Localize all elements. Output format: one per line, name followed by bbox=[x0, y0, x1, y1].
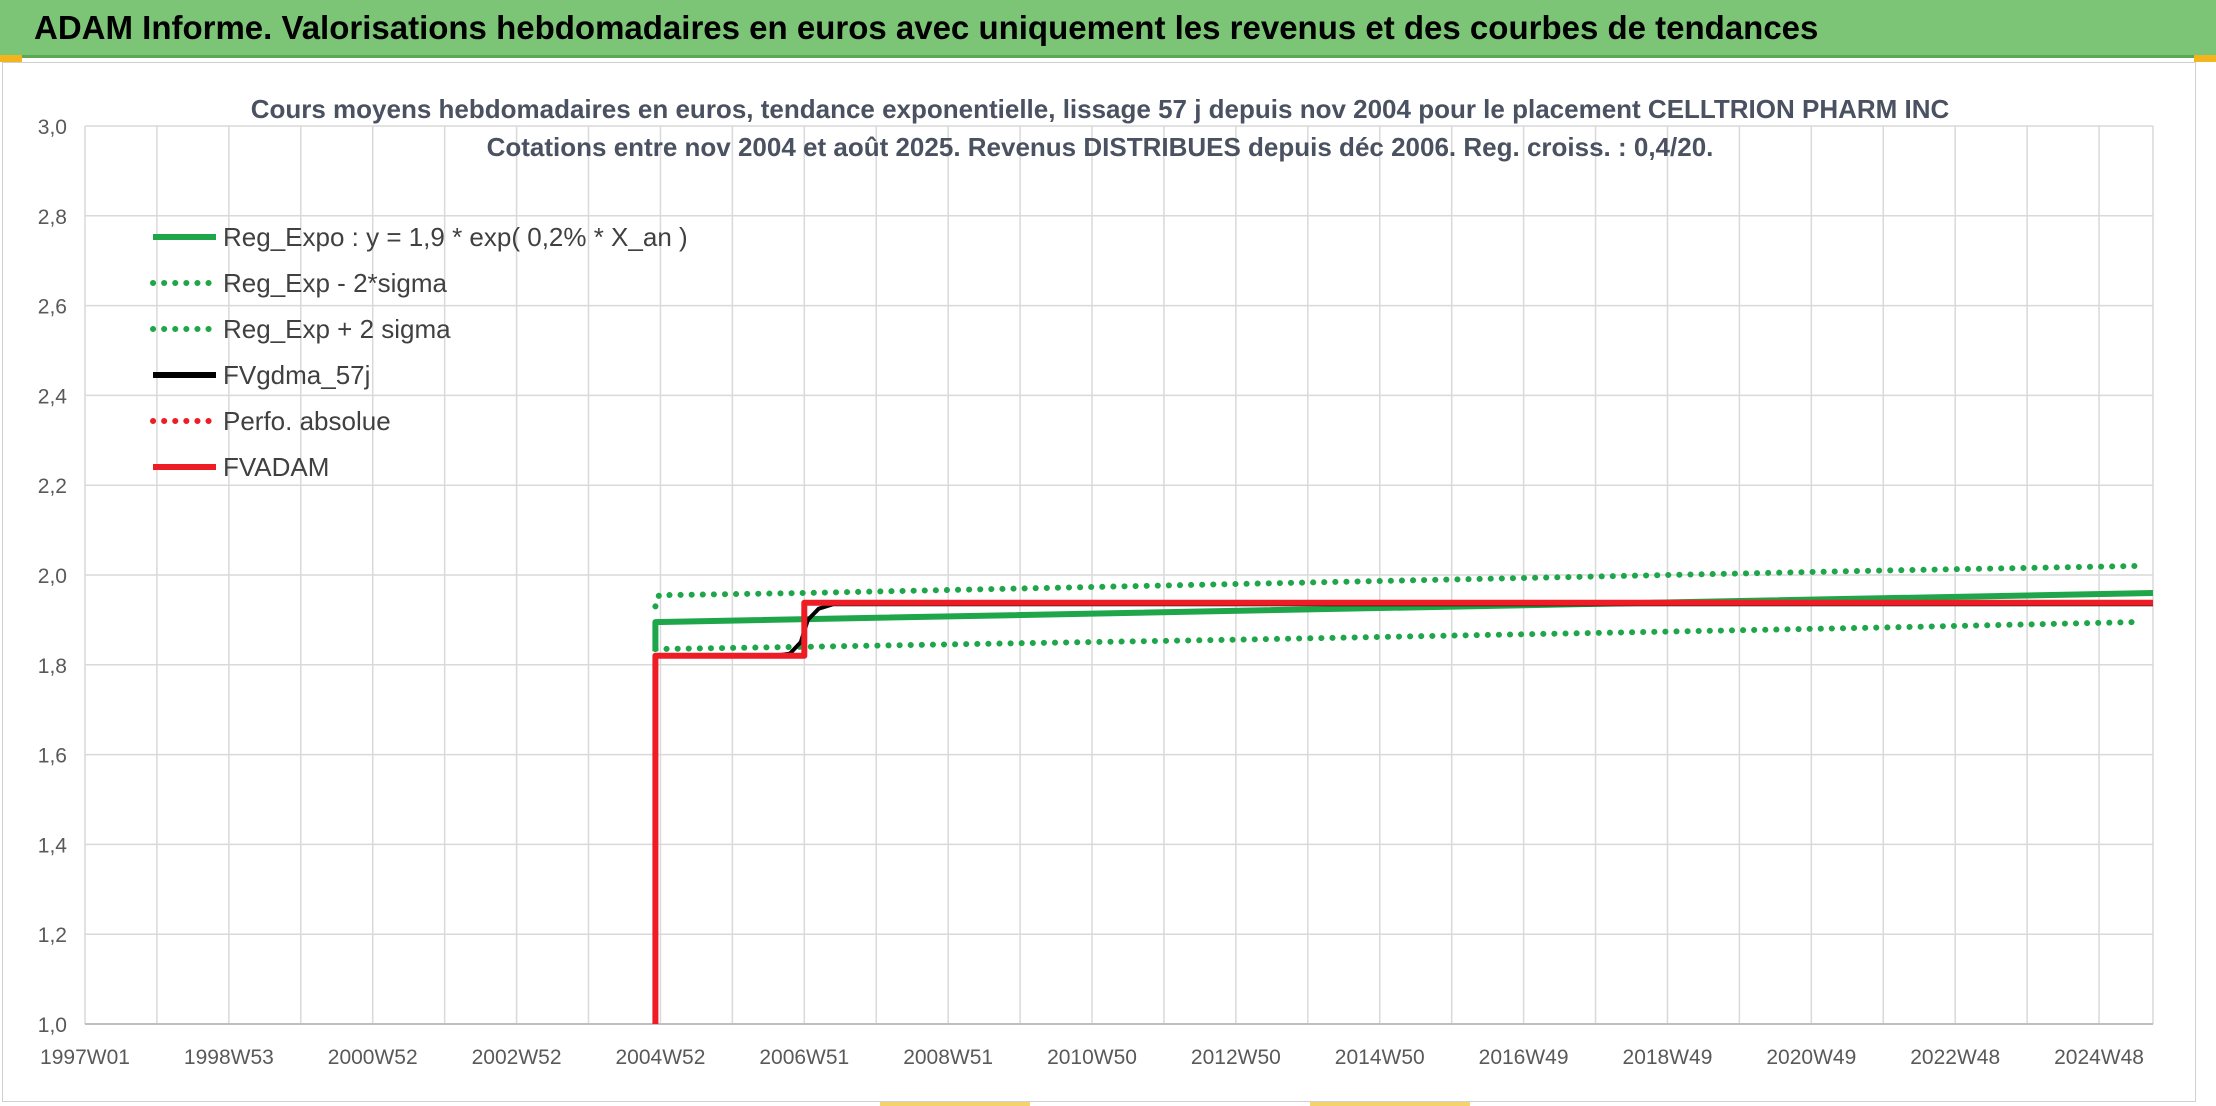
x-tick-label: 2014W50 bbox=[1335, 1046, 1425, 1069]
y-tick-label: 3,0 bbox=[38, 116, 67, 139]
x-tick-label: 2000W52 bbox=[328, 1046, 418, 1069]
chart-svg: 1,0 1,2 1,4 1,6 1,8 2,0 2,2 2,4 2,6 2,8 3,0 1997W01… bbox=[38, 94, 2154, 1069]
x-tick-label: 2020W49 bbox=[1766, 1046, 1856, 1069]
legend-label: FVgdma_57j bbox=[223, 360, 370, 390]
legend-label: FVADAM bbox=[223, 452, 329, 482]
left-corner-accent bbox=[0, 55, 22, 62]
legend-label: Perfo. absolue bbox=[223, 406, 391, 436]
x-tick-label: 2006W51 bbox=[759, 1046, 849, 1069]
chart-title-line2: Cotations entre nov 2004 et août 2025. R… bbox=[487, 132, 1714, 162]
y-tick-label: 2,0 bbox=[38, 565, 67, 588]
y-tick-label: 2,2 bbox=[38, 475, 67, 498]
x-tick-label: 2012W50 bbox=[1191, 1046, 1281, 1069]
report-banner: ADAM Informe. Valorisations hebdomadaire… bbox=[0, 0, 2216, 58]
report-title: ADAM Informe. Valorisations hebdomadaire… bbox=[34, 9, 1819, 46]
series-line-3 bbox=[652, 563, 2138, 610]
series-layer bbox=[652, 563, 2154, 1024]
x-tick-label: 2004W52 bbox=[615, 1046, 705, 1069]
x-tick-label: 2002W52 bbox=[472, 1046, 562, 1069]
y-tick-label: 1,2 bbox=[38, 924, 67, 947]
chart-area: 1,0 1,2 1,4 1,6 1,8 2,0 2,2 2,4 2,6 2,8 3,0 1997W01… bbox=[2, 62, 2196, 1102]
x-tick-label: 2022W48 bbox=[1910, 1046, 2000, 1069]
bottom-accent-left bbox=[880, 1102, 1030, 1106]
series-line-4 bbox=[655, 602, 2153, 658]
x-tick-label: 1998W53 bbox=[184, 1046, 274, 1069]
y-tick-label: 1,4 bbox=[38, 834, 68, 857]
y-tick-label: 1,0 bbox=[38, 1014, 67, 1037]
legend-label: Reg_Exp - 2*sigma bbox=[223, 268, 448, 298]
y-tick-label: 2,6 bbox=[38, 296, 67, 319]
right-corner-accent bbox=[2194, 55, 2216, 62]
series-line-2 bbox=[652, 619, 2138, 653]
series-line-6 bbox=[652, 599, 2153, 1024]
x-tick-label: 2024W48 bbox=[2054, 1046, 2144, 1069]
legend-label: Reg_Exp + 2 sigma bbox=[223, 314, 451, 344]
y-tick-label: 1,6 bbox=[38, 745, 67, 768]
bottom-accent-right bbox=[1310, 1102, 1470, 1106]
x-tick-label: 1997W01 bbox=[40, 1046, 130, 1069]
legend-layer: Reg_Expo : y = 1,9 * exp( 0,2% * X_an ) R… bbox=[150, 222, 688, 482]
chart-title-line1: Cours moyens hebdomadaires en euros, ten… bbox=[251, 94, 1950, 124]
x-tick-label: 2010W50 bbox=[1047, 1046, 1137, 1069]
x-tick-label: 2016W49 bbox=[1479, 1046, 1569, 1069]
grid-layer bbox=[84, 125, 2154, 1025]
x-tick-label: 2018W49 bbox=[1623, 1046, 1713, 1069]
y-tick-label: 1,8 bbox=[38, 655, 67, 678]
y-tick-label: 2,8 bbox=[38, 206, 67, 229]
x-tick-label: 2008W51 bbox=[903, 1046, 993, 1069]
axis-layer: 1,0 1,2 1,4 1,6 1,8 2,0 2,2 2,4 2,6 2,8 3,0 1997W01… bbox=[38, 116, 2153, 1069]
y-tick-label: 2,4 bbox=[38, 385, 68, 408]
legend-label: Reg_Expo : y = 1,9 * exp( 0,2% * X_an ) bbox=[223, 222, 688, 252]
